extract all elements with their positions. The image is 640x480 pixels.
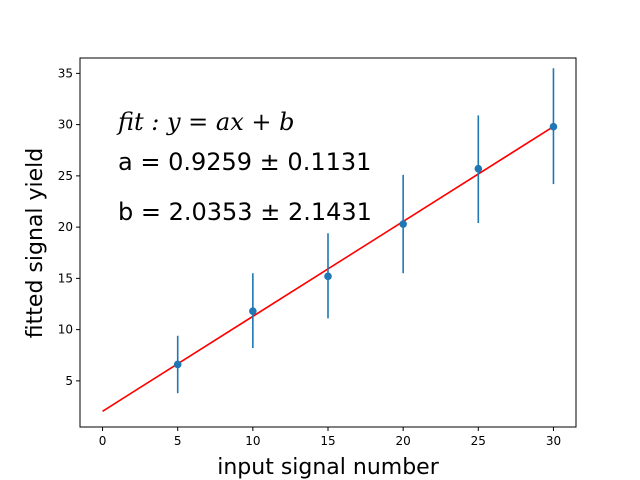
x-axis-label: input signal number	[217, 455, 439, 480]
annotation-param-b: b = 2.0353 ± 2.1431	[118, 198, 372, 226]
x-tick-label: 20	[396, 434, 411, 448]
y-tick-label: 20	[58, 220, 73, 234]
y-tick-label: 35	[58, 66, 73, 80]
x-tick-label: 5	[174, 434, 182, 448]
x-tick-label: 30	[546, 434, 561, 448]
plot-frame	[79, 57, 577, 428]
annotation-fit-formula: fit : y = ax + b	[116, 108, 295, 136]
y-axis-label: fitted signal yield	[23, 148, 48, 338]
x-tick-label: 15	[320, 434, 335, 448]
data-point	[173, 360, 182, 369]
y-tick-label: 5	[65, 374, 73, 388]
y-tick-label: 30	[58, 118, 73, 132]
data-point	[549, 122, 558, 131]
y-tick-label: 15	[58, 271, 73, 285]
x-tick-label: 25	[471, 434, 486, 448]
data-point	[474, 164, 483, 173]
annotation-param-a: a = 0.9259 ± 0.1131	[118, 148, 371, 176]
data-point	[324, 272, 332, 281]
data-point	[399, 220, 407, 228]
data-points-group	[173, 122, 558, 369]
axis-ticks: 0 5 10 15 20 25 30 5 10 15 20 25 30 35	[58, 66, 561, 448]
x-tick-label: 0	[99, 434, 107, 448]
x-tick-label: 10	[245, 434, 260, 448]
data-point	[249, 307, 257, 315]
fit-annotation: fit : y = ax + b a = 0.9259 ± 0.1131 b =…	[116, 108, 372, 226]
y-tick-label: 10	[58, 323, 73, 337]
y-tick-label: 25	[58, 169, 73, 183]
